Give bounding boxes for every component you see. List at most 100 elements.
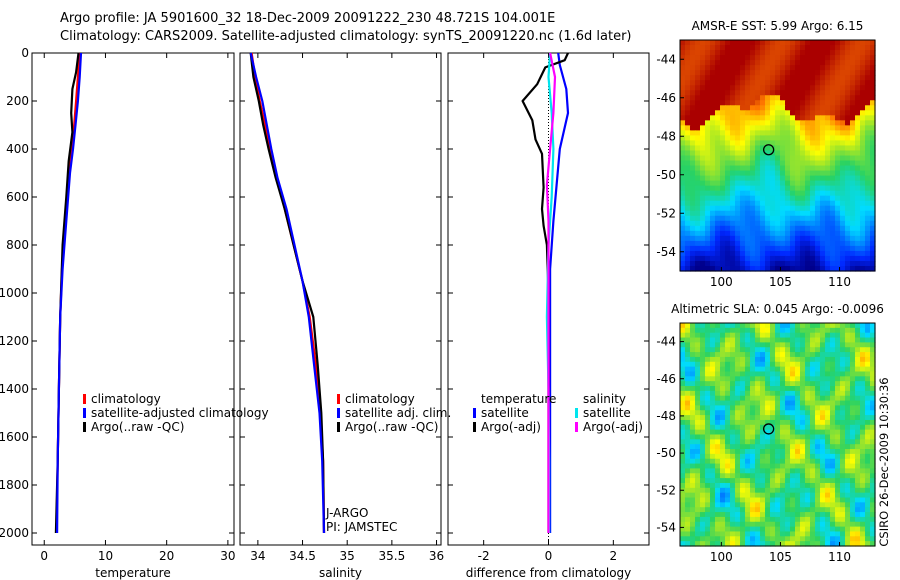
sla-map-cell [815,458,821,465]
sst-map-cell [680,160,686,167]
sla-map-cell [795,342,801,348]
sla-map-cell [845,347,851,353]
sst-map-cell [800,110,806,116]
sla-map-cell [770,439,776,445]
sst-map-cell [725,145,731,152]
sst-map-cell [755,110,761,116]
sst-map-cell [755,180,761,187]
sla-map-cell [700,356,706,363]
sla-map-cell [830,361,836,368]
sst-map-cell [715,45,721,51]
sla-map-cell [870,516,876,523]
sla-map-cell [690,356,696,363]
sla-map-cell [795,395,801,402]
sst-map-cell [770,200,776,207]
sst-map-cell [840,135,846,142]
sst-map-cell [730,140,736,147]
sst-map-cell [705,155,711,162]
sla-map-cell [720,502,726,508]
sst-map-cell [825,145,831,152]
sst-map-cell [850,155,856,162]
sla-map-cell [740,400,746,407]
sla-map-cell [735,497,741,503]
sst-map-cell [760,150,766,157]
sla-map-cell [800,497,806,503]
sla-map-cell [710,424,716,431]
sst-map-cell [690,55,696,61]
sst-map-cell [845,90,851,96]
sla-map-cell [705,468,711,474]
sla-map-cell [750,352,756,358]
sst-map-cell [800,185,806,192]
sst-map-cell [810,190,816,197]
sst-map-cell [850,145,856,152]
sla-map-cell [720,419,726,426]
sla-map-cell [845,526,851,533]
sst-map-cell [735,65,741,71]
sla-map-cell [835,482,841,489]
sst-map-cell [835,170,841,177]
sla-map-cell [705,429,711,436]
sst-map-cell [695,230,701,237]
sst-map-cell [860,210,866,217]
sst-map-cell [840,90,846,96]
sst-map-cell [730,125,736,131]
sst-map-cell [770,70,776,76]
sst-map-cell [690,115,696,121]
sst-map-cell [690,190,696,197]
sla-map-cell [740,502,746,508]
sst-map-cell [810,125,816,131]
sst-map-cell [805,60,811,66]
sst-map-cell [860,155,866,162]
sla-map-cell [725,507,731,513]
sst-map-cell [760,245,766,252]
sla-map-cell [690,347,696,353]
sst-map-cell [770,195,776,202]
sla-map-cell [760,371,766,377]
sst-map-cell [760,190,766,197]
sst-map-cell [695,240,701,247]
sla-map-cell [860,536,866,542]
sst-map-argo-marker [762,144,775,156]
sst-map-cell [760,105,766,111]
sla-map-ytick-label: -50 [656,446,676,460]
sst-map-cell [760,60,766,66]
sla-map-cell [685,424,691,431]
sla-map-cell [705,419,711,426]
sst-map-cell [695,260,701,267]
sla-map-cell [815,531,821,537]
temp-legend-climatology: climatology [91,392,161,406]
sla-map-cell [800,376,806,382]
sst-map-cell [770,235,776,242]
sla-map-cell [690,492,696,499]
sla-map-cell [750,521,756,528]
sla-map-cell [785,400,791,407]
sla-map-cell [685,507,691,513]
sla-map-cell [755,521,761,528]
sla-map-cell [690,400,696,407]
sla-map-cell [790,502,796,508]
sla-map-cell [855,521,861,528]
sla-map-cell [680,439,686,445]
sst-map-cell [755,230,761,237]
sst-map-cell [715,65,721,71]
sst-map-cell [715,40,721,46]
sst-map-cell [750,210,756,217]
diff-legend-sal-argo: Argo(-adj) [583,420,643,434]
sst-map-cell [790,50,796,56]
sst-map-cell [775,180,781,187]
sla-map-cell [810,492,816,499]
sst-map-cell [730,250,736,257]
sst-map-cell [690,145,696,152]
sst-map-cell [765,40,771,46]
sst-map-cell [735,90,741,96]
sst-map-cell [725,60,731,66]
sla-map-cell [795,512,801,518]
sst-map-cell [840,80,846,86]
sla-map-cell [850,502,856,508]
sst-map-cell [840,195,846,202]
sla-map-cell [745,410,751,416]
sla-map-cell [810,429,816,436]
sla-map-cell [870,381,876,387]
sla-map-cell [805,356,811,363]
